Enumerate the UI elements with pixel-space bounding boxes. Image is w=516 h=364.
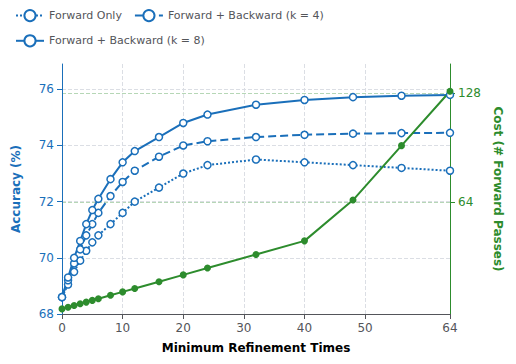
svg-text:64: 64 — [458, 195, 473, 209]
svg-text:0: 0 — [58, 321, 66, 335]
svg-text:30: 30 — [236, 321, 251, 335]
svg-text:20: 20 — [176, 321, 191, 335]
svg-text:Forward + Backward (k = 4): Forward + Backward (k = 4) — [168, 9, 324, 22]
svg-text:68: 68 — [39, 307, 54, 321]
svg-text:70: 70 — [39, 251, 54, 265]
svg-text:64: 64 — [442, 321, 457, 335]
svg-text:72: 72 — [39, 195, 54, 209]
svg-text:Accuracy (%): Accuracy (%) — [9, 145, 23, 233]
svg-text:40: 40 — [297, 321, 312, 335]
svg-text:128: 128 — [458, 86, 481, 100]
svg-text:Forward + Backward (k = 8): Forward + Backward (k = 8) — [49, 34, 205, 47]
svg-text:50: 50 — [357, 321, 372, 335]
svg-text:74: 74 — [39, 138, 54, 152]
svg-text:Cost (# Forward Passes): Cost (# Forward Passes) — [491, 106, 505, 271]
svg-text:Forward Only: Forward Only — [49, 9, 122, 22]
svg-text:Minimum Refinement Times: Minimum Refinement Times — [162, 341, 351, 355]
svg-text:76: 76 — [39, 82, 54, 96]
svg-text:10: 10 — [115, 321, 130, 335]
